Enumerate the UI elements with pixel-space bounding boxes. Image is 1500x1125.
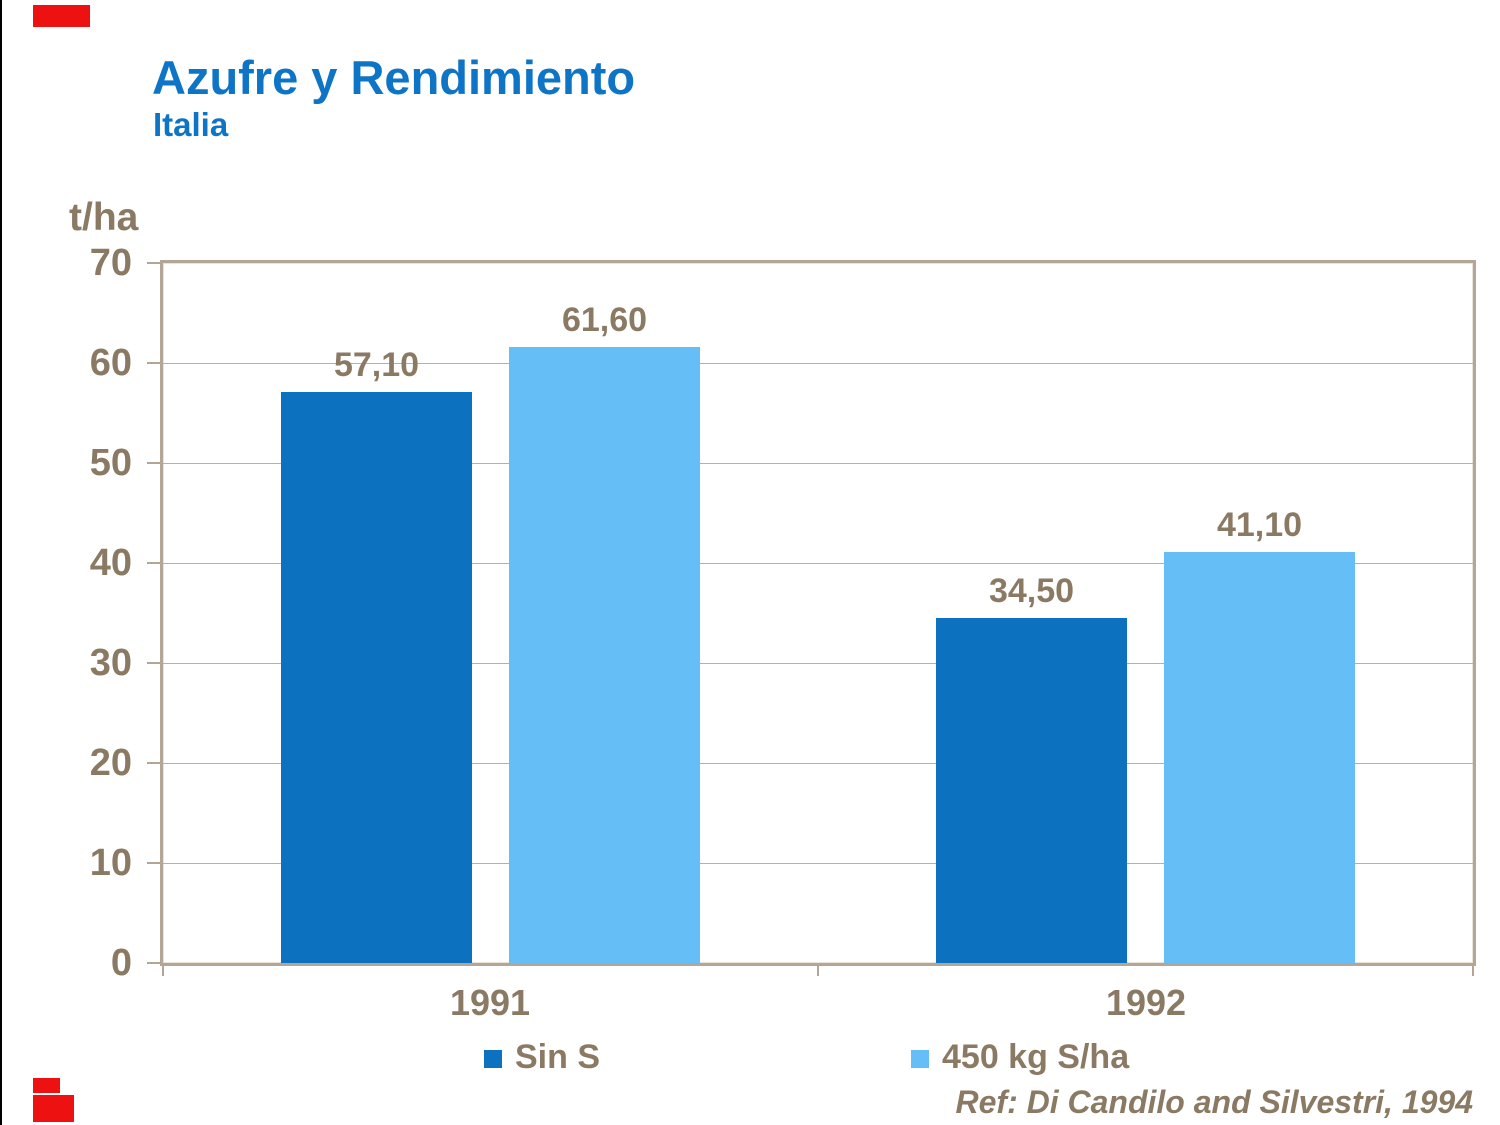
y-axis-tick-20 [147, 762, 163, 764]
y-tick-label-10: 10 [89, 842, 132, 884]
y-tick-label-20: 20 [89, 742, 132, 784]
gridline-40 [163, 563, 1473, 564]
bar-1991-sin-s [281, 392, 472, 963]
reference-citation: Ref: Di Candilo and Silvestri, 1994 [955, 1084, 1473, 1120]
x-axis-tick-1 [817, 963, 819, 976]
y-axis-tick-40 [147, 562, 163, 564]
value-label-1991-1: 61,60 [561, 301, 648, 339]
bar-1991-450-kg-s-ha [509, 347, 700, 963]
red-corner-mark-top-left [33, 5, 90, 27]
left-edge-line [0, 0, 2, 1125]
gridline-10 [163, 863, 1473, 864]
y-axis-tick-10 [147, 862, 163, 864]
y-tick-label-30: 30 [89, 642, 132, 684]
y-tick-label-70: 70 [89, 242, 132, 284]
legend-swatch-light-blue [911, 1049, 929, 1068]
y-tick-label-60: 60 [89, 342, 132, 384]
x-axis-label-1992: 1992 [1105, 982, 1187, 1023]
x-axis-tick-0 [162, 963, 164, 976]
x-axis-tick-2 [1472, 963, 1474, 976]
red-corner-mark-bottom-left-1 [33, 1078, 60, 1093]
y-axis-tick-0 [147, 962, 163, 964]
y-axis-unit-label: t/ha [69, 196, 139, 239]
y-tick-label-0: 0 [110, 942, 132, 984]
gridline-60 [163, 363, 1473, 364]
chart-title: Azufre y Rendimiento [152, 51, 636, 104]
y-axis-tick-70 [147, 262, 163, 264]
gridline-20 [163, 763, 1473, 764]
red-corner-mark-bottom-left-2 [33, 1095, 74, 1122]
value-label-1992-1: 41,10 [1216, 506, 1303, 544]
gridline-30 [163, 663, 1473, 664]
bar-1992-450-kg-s-ha [1164, 552, 1355, 963]
chart-subtitle: Italia [153, 106, 229, 143]
x-axis-label-1991: 1991 [449, 982, 531, 1023]
gridline-50 [163, 463, 1473, 464]
bar-1992-sin-s [936, 618, 1127, 963]
y-tick-label-40: 40 [89, 542, 132, 584]
legend-label: 450 kg S/ha [942, 1038, 1130, 1076]
legend-label: Sin S [515, 1038, 601, 1076]
y-axis-tick-50 [147, 462, 163, 464]
value-label-1991-0: 57,10 [333, 346, 420, 384]
legend-item-450kg: 450 kg S/ha [911, 1039, 1129, 1075]
legend-swatch-dark-blue [484, 1049, 502, 1068]
value-label-1992-0: 34,50 [988, 572, 1075, 610]
y-tick-label-50: 50 [89, 442, 132, 484]
legend-item-sin-s: Sin S [484, 1039, 600, 1075]
y-axis-tick-30 [147, 662, 163, 664]
y-axis-tick-60 [147, 362, 163, 364]
